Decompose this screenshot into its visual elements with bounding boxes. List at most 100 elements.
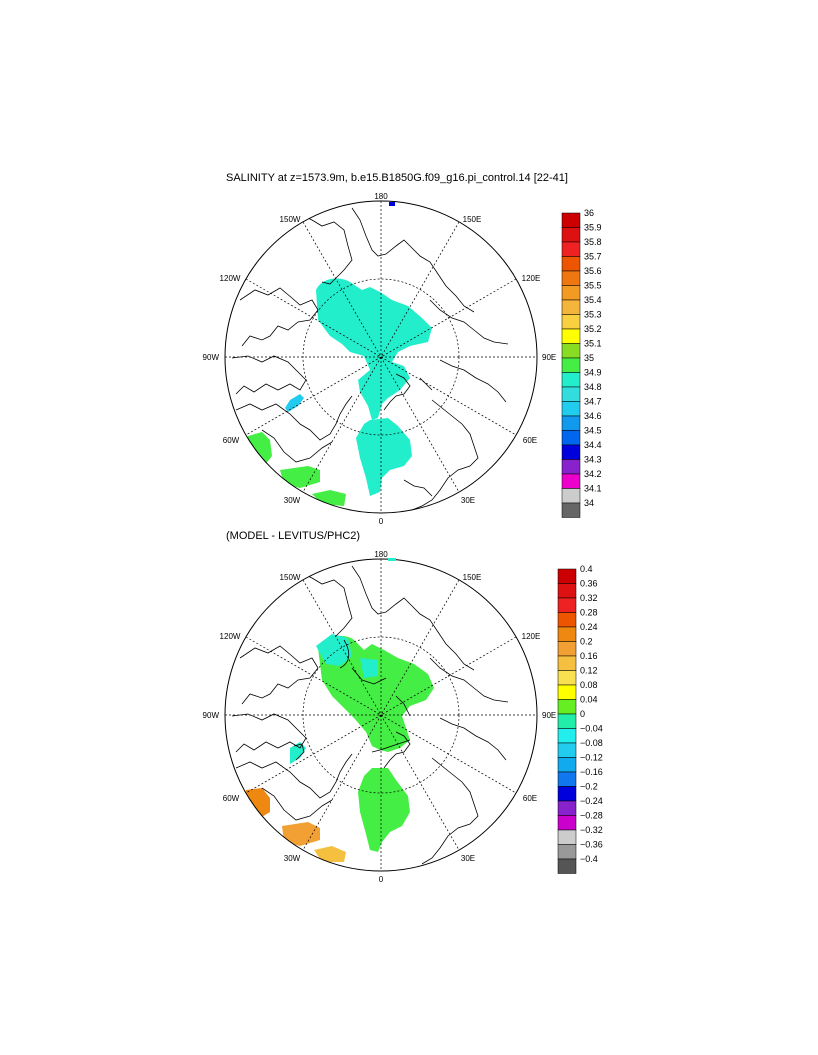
colorbar-label: 0.28: [580, 608, 598, 618]
label-90w: 90W: [203, 353, 220, 362]
colorbar-swatch: [561, 357, 581, 373]
label-150e-b: 150E: [463, 573, 482, 582]
panel-1-title: SALINITY at z=1573.9m, b.e15.B1850G.f09_…: [226, 172, 568, 184]
region-baffin-cyan: [290, 742, 306, 764]
region-iceland-yellow: [314, 846, 346, 862]
colorbar-label: −0.4: [580, 854, 598, 864]
region-labrador-orange: [244, 788, 270, 818]
colorbar-swatch: [561, 256, 581, 272]
colorbar-label: 0.4: [580, 564, 593, 574]
label-150w-b: 150W: [280, 573, 301, 582]
colorbar-swatch: [557, 655, 577, 671]
bering-blue-patch: [389, 202, 395, 206]
colorbar-label: −0.24: [580, 796, 603, 806]
colorbar-swatch: [557, 583, 577, 599]
label-120w-b: 120W: [220, 632, 241, 641]
label-60e-b: 60E: [523, 794, 537, 803]
colorbar-swatch: [557, 829, 577, 845]
label-30e-b: 30E: [461, 854, 475, 863]
panel-2-title: (MODEL - LEVITUS/PHC2): [226, 530, 361, 542]
label-60w: 60W: [223, 436, 240, 445]
colorbar-label: 35.9: [584, 223, 602, 233]
colorbar-swatch: [557, 641, 577, 657]
graticule-2: [225, 559, 537, 871]
colorbar-label: 0.36: [580, 579, 598, 589]
colorbar-label: 0.24: [580, 622, 598, 632]
colorbar-label: 0.04: [580, 695, 598, 705]
colorbar-swatch: [561, 502, 581, 518]
colorbar-swatch: [557, 612, 577, 628]
colorbar-label: 35.8: [584, 237, 602, 247]
colorbar-swatch: [557, 728, 577, 744]
panel-1-labels: 180 0 90W 90E 150W 120W 150E 120E 60W 30…: [203, 192, 557, 526]
region-atlantic-orange: [282, 822, 320, 846]
colorbar-swatch: [557, 684, 577, 700]
colorbar-label: 0.08: [580, 680, 598, 690]
colorbar-label: 34.1: [584, 484, 602, 494]
label-60w-b: 60W: [223, 794, 240, 803]
region-atlantic-south: [280, 466, 320, 488]
region-barents-green: [358, 768, 410, 852]
colorbar-label: −0.32: [580, 825, 603, 835]
coastlines-2: [231, 565, 509, 865]
colorbar-label: 35.5: [584, 281, 602, 291]
colorbar-label: −0.04: [580, 724, 603, 734]
label-90w-b: 90W: [203, 711, 220, 720]
colorbar-swatch: [561, 314, 581, 330]
region-central-arctic: [316, 278, 432, 420]
colorbar-label: 35.4: [584, 295, 602, 305]
colorbar-label: 34.4: [584, 440, 602, 450]
label-90e: 90E: [542, 353, 556, 362]
region-baffin: [285, 394, 304, 412]
label-30w-b: 30W: [284, 854, 301, 863]
colorbar-swatch: [557, 597, 577, 613]
colorbar-swatch: [557, 844, 577, 860]
colorbar-swatch: [557, 713, 577, 729]
label-0: 0: [379, 517, 384, 526]
colorbar-label: 35.2: [584, 324, 602, 334]
colorbar-label: 35: [584, 353, 594, 363]
label-180: 180: [374, 192, 388, 201]
colorbar-swatch: [561, 299, 581, 315]
colorbar-label: 34.8: [584, 382, 602, 392]
colorbar-swatch: [561, 415, 581, 431]
colorbar-swatch: [557, 786, 577, 802]
colorbar-label: 34.9: [584, 368, 602, 378]
colorbar-swatch: [561, 459, 581, 475]
colorbar-swatch: [557, 757, 577, 773]
label-120e-b: 120E: [522, 632, 541, 641]
label-30w: 30W: [284, 496, 301, 505]
colorbar-label: 35.3: [584, 310, 602, 320]
graticule-1: [225, 201, 537, 513]
colorbar-label: 0: [580, 709, 585, 719]
colorbar-label: 34.3: [584, 455, 602, 465]
colorbar-swatch: [557, 771, 577, 787]
region-barents: [356, 418, 412, 496]
panel-1-colorbar: 36 35.9 35.8 35.7 35.6 35.5 35.4 35.3 35.2 35.1 35…: [561, 208, 602, 518]
colorbar-label: 34.6: [584, 411, 602, 421]
colorbar-swatch: [561, 386, 581, 402]
colorbar-swatch: [561, 285, 581, 301]
colorbar-label: 34.5: [584, 426, 602, 436]
colorbar-label: 0.2: [580, 637, 593, 647]
colorbar-swatch: [557, 800, 577, 816]
colorbar-label: −0.08: [580, 738, 603, 748]
colorbar-swatch: [561, 270, 581, 286]
colorbar-label: 34: [584, 498, 594, 508]
colorbar-swatch: [561, 227, 581, 243]
colorbar-swatch: [557, 858, 577, 874]
colorbar-swatch: [557, 568, 577, 584]
colorbar-swatch: [557, 815, 577, 831]
region-arctic-cyan-2: [360, 658, 378, 678]
colorbar-label: −0.28: [580, 811, 603, 821]
colorbar-label: −0.36: [580, 840, 603, 850]
colorbar-label: 36: [584, 208, 594, 218]
colorbar-label: 35.7: [584, 252, 602, 262]
colorbar-swatch: [561, 430, 581, 446]
colorbar-swatch: [561, 488, 581, 504]
colorbar-swatch: [557, 626, 577, 642]
label-120e: 120E: [522, 274, 541, 283]
bering-cyan-patch: [388, 558, 396, 561]
colorbar-label: 35.1: [584, 339, 602, 349]
